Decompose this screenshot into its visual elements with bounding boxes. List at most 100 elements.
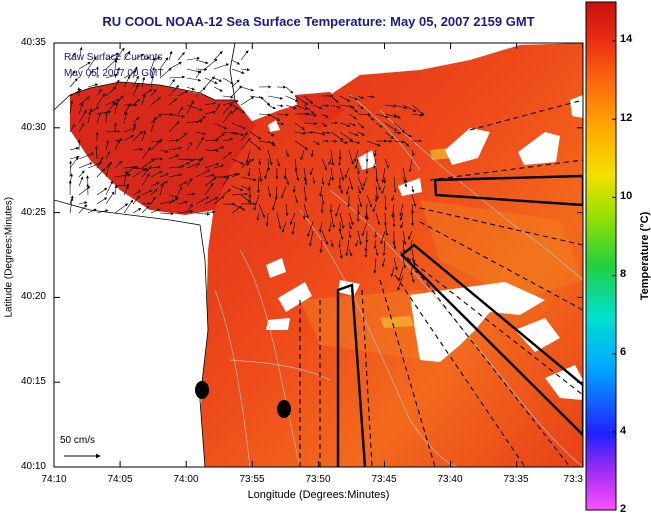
sea-surface-field: [54, 43, 583, 467]
current-vector: [69, 52, 76, 61]
current-vector: [150, 196, 156, 205]
current-vector: [281, 185, 287, 199]
current-vector: [319, 221, 323, 233]
current-vector: [285, 86, 294, 94]
current-vector: [411, 194, 417, 207]
current-vector: [177, 132, 188, 142]
current-vector: [195, 157, 204, 169]
current-vector: [95, 145, 99, 160]
current-vector: [105, 191, 115, 205]
current-vector: [264, 167, 269, 180]
current-vector: [141, 205, 150, 214]
current-vectors: [68, 46, 425, 291]
current-vector: [381, 185, 386, 195]
current-vector: [258, 167, 263, 183]
current-vector: [330, 149, 335, 166]
current-vector: [330, 104, 341, 109]
current-vector: [258, 113, 272, 117]
current-vector: [356, 203, 360, 216]
current-vector: [373, 149, 377, 157]
current-vector: [168, 138, 180, 142]
current-vector: [339, 248, 343, 259]
current-vector: [276, 212, 282, 229]
current-vector: [141, 202, 152, 206]
current-vector: [402, 140, 410, 147]
current-vector: [141, 76, 146, 88]
current-vector: [384, 131, 394, 140]
current-vector: [141, 146, 151, 160]
current-vector: [294, 95, 309, 105]
current-vector: [258, 203, 265, 218]
current-vector: [312, 176, 316, 184]
current-vector: [204, 58, 218, 70]
current-vector: [402, 257, 407, 269]
current-vector: [321, 104, 330, 107]
current-vector: [204, 110, 216, 115]
current-vector: [159, 67, 172, 79]
current-vector: [123, 170, 128, 187]
current-vector: [321, 113, 329, 118]
current-vector: [366, 113, 375, 121]
current-vector: [150, 170, 163, 178]
current-vector: [78, 152, 95, 160]
current-vector: [289, 212, 296, 226]
current-vector: [393, 257, 398, 271]
current-vector: [204, 138, 220, 142]
current-vector: [132, 53, 145, 61]
current-vector: [240, 194, 251, 203]
current-vector: [204, 149, 219, 153]
current-vector: [132, 123, 136, 133]
warm-band: [420, 200, 583, 300]
current-vector: [276, 122, 285, 126]
current-vector: [123, 134, 134, 142]
current-vector: [78, 46, 83, 61]
current-vector: [177, 201, 188, 205]
sst-patch: [295, 92, 345, 130]
x-tick-label: 73:45: [371, 474, 397, 485]
current-vector: [87, 83, 99, 88]
current-vector: [87, 208, 97, 214]
current-vector: [213, 103, 221, 115]
current-vector: [213, 51, 223, 61]
current-vector: [303, 203, 309, 219]
current-vector: [330, 167, 335, 181]
current-vector: [327, 176, 332, 187]
current-vector: [339, 131, 354, 142]
current-vector: [303, 185, 308, 202]
current-vector: [267, 140, 276, 147]
current-vector: [411, 275, 415, 283]
current-vector: [265, 212, 269, 227]
current-vector: [373, 239, 377, 249]
current-vector: [328, 158, 332, 166]
current-vector: [96, 112, 102, 124]
current-vector: [267, 113, 281, 121]
current-vector: [357, 122, 365, 129]
current-vector: [213, 77, 223, 82]
current-vector: [411, 149, 415, 157]
current-vector: [114, 203, 129, 214]
current-vector: [150, 75, 155, 88]
current-vector: [168, 173, 182, 178]
current-vector: [374, 230, 378, 238]
current-vector: [150, 89, 157, 97]
current-vector: [105, 86, 117, 97]
current-vector: [204, 210, 216, 214]
current-vector: [222, 189, 231, 196]
current-vector: [321, 230, 328, 245]
current-vector: [330, 212, 335, 229]
current-vector: [375, 176, 381, 191]
current-vector: [402, 239, 406, 254]
current-vector: [141, 166, 152, 178]
current-vector: [105, 73, 118, 79]
current-vector: [186, 162, 201, 169]
current-vector: [393, 104, 408, 110]
current-vector: [186, 178, 193, 187]
current-vector: [408, 158, 413, 172]
current-vector: [240, 137, 251, 151]
current-vector: [240, 86, 254, 92]
current-vector: [69, 100, 74, 115]
current-vector: [256, 176, 260, 194]
current-vector: [95, 66, 99, 79]
current-vector: [69, 78, 78, 88]
current-vector: [114, 102, 118, 115]
